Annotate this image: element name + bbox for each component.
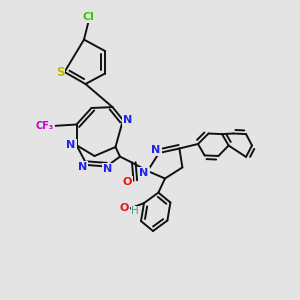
Text: N: N xyxy=(140,167,148,178)
Text: N: N xyxy=(103,164,112,174)
Text: S: S xyxy=(56,65,64,79)
Text: O: O xyxy=(123,177,132,187)
Text: N: N xyxy=(78,161,87,172)
Text: CF₃: CF₃ xyxy=(36,121,54,131)
Text: O: O xyxy=(120,203,129,213)
Text: N: N xyxy=(152,145,160,155)
Text: H: H xyxy=(131,206,139,217)
Text: Cl: Cl xyxy=(82,12,94,22)
Text: N: N xyxy=(123,115,132,125)
Text: N: N xyxy=(67,140,76,150)
